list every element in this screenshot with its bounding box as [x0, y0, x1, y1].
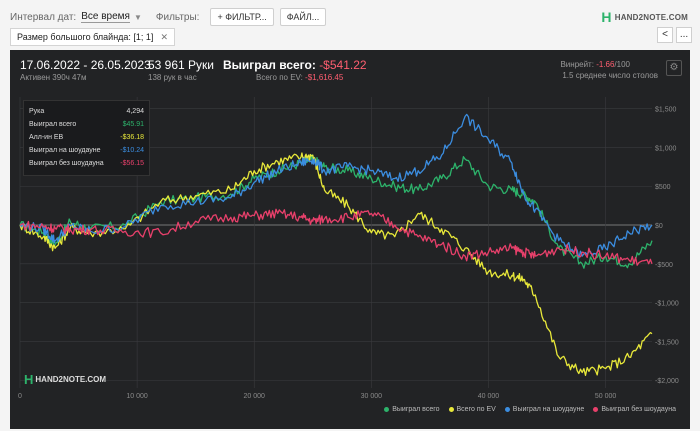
- chart-tooltip: Рука 4,294 Выиграл всего $45.91 Алл-ин EB -$3…: [23, 100, 150, 176]
- hand2note-logo-icon: H: [601, 9, 612, 25]
- ev-total-label: Всего по EV:: [256, 73, 303, 82]
- filters-label: Фильтры:: [155, 11, 200, 23]
- legend-label: Всего по EV: [456, 406, 496, 413]
- toolbar: Интервал дат: Все время ▼ Фильтры: + ФИЛ…: [0, 0, 700, 50]
- x-tick-label: 10 000: [126, 393, 148, 400]
- series-line-3: [19, 113, 653, 259]
- y-tick-label: -$500: [655, 262, 673, 269]
- brand-logo: H HAND2NOTE.COM: [601, 9, 688, 25]
- legend-item[interactable]: Выиграл на шоудауне: [504, 406, 585, 413]
- legend-dot-icon: [384, 407, 390, 412]
- more-button[interactable]: ...: [676, 27, 692, 43]
- series-line-4: [19, 208, 653, 266]
- tooltip-value: -$10.24: [120, 147, 144, 154]
- nav-buttons: < ...: [654, 27, 692, 43]
- legend-label: Выиграл на шоудауне: [512, 406, 585, 413]
- x-tick-label: 0: [18, 393, 22, 400]
- legend-dot-icon: [504, 407, 510, 412]
- legend-label: Выиграл без шоудауна: [601, 406, 676, 413]
- file-button[interactable]: ФАЙЛ...: [279, 8, 327, 26]
- chevron-down-icon[interactable]: ▼: [133, 12, 142, 22]
- tooltip-label: Рука: [29, 108, 45, 115]
- tooltip-row: Выиграл всего $45.91: [24, 119, 149, 130]
- hand2note-watermark-icon: H: [24, 372, 34, 387]
- legend-item[interactable]: Всего по EV: [448, 406, 496, 413]
- x-tick-label: 40 000: [478, 393, 500, 400]
- y-tick-label: $1,000: [655, 145, 677, 152]
- tooltip-row: Рука 4,294: [24, 106, 149, 117]
- avg-tables: 1.5 среднее число столов: [562, 71, 658, 80]
- filter-tag-label: Размер большого блайнда: [1; 1]: [17, 32, 154, 42]
- tooltip-label: Выиграл без шоудауна: [29, 160, 104, 167]
- x-tick-label: 20 000: [244, 393, 266, 400]
- ev-total: Всего по EV: -$1,616.45: [256, 73, 343, 82]
- tooltip-label: Алл-ин EB: [29, 134, 64, 141]
- active-filters: Размер большого блайнда: [1; 1] ✕: [10, 28, 175, 46]
- x-tick-label: 50 000: [595, 393, 617, 400]
- legend-item[interactable]: Выиграл без шоудауна: [593, 406, 676, 413]
- brand-name: HAND2NOTE.COM: [614, 12, 688, 22]
- hands-count: 53 961 Руки: [148, 58, 214, 72]
- graph-panel: $1,500 $1,000 $500 $0 -$500 -$1,000 -$1,500 -$2…: [10, 50, 690, 429]
- prev-button[interactable]: <: [657, 27, 673, 43]
- x-tick-label: 30 000: [361, 393, 383, 400]
- ev-total-value: -$1,616.45: [305, 73, 344, 82]
- date-range: 17.06.2022 - 26.05.2023: [20, 58, 151, 72]
- close-icon[interactable]: ✕: [160, 32, 168, 42]
- tooltip-value: 4,294: [126, 108, 144, 115]
- tooltip-label: Выиграл всего: [29, 121, 77, 128]
- won-total-value: -$541.22: [319, 58, 367, 72]
- legend-dot-icon: [593, 407, 599, 412]
- winrate-value: -1.66: [596, 60, 615, 69]
- y-tick-label: $1,500: [655, 107, 677, 114]
- series-line-2: [19, 152, 653, 377]
- chart-watermark: H HAND2NOTE.COM: [24, 372, 106, 387]
- won-total: Выиграл всего: -$541.22: [223, 58, 367, 72]
- tooltip-value: -$56.15: [120, 160, 144, 167]
- won-total-label: Выиграл всего:: [223, 58, 316, 72]
- y-tick-label: -$1,500: [655, 339, 679, 346]
- watermark-text: HAND2NOTE.COM: [35, 375, 107, 384]
- y-tick-label: -$2,000: [655, 378, 679, 385]
- tooltip-row: Выиграл на шоудауне -$10.24: [24, 145, 149, 156]
- y-tick-label: -$1,000: [655, 301, 679, 308]
- tooltip-row: Выиграл без шоудауна -$56.15: [24, 158, 149, 169]
- hands-per-hour: 138 рук в час: [148, 73, 197, 82]
- y-tick-label: $500: [655, 184, 671, 191]
- profit-chart: $1,500 $1,000 $500 $0 -$500 -$1,000 -$1,500 -$2…: [18, 97, 679, 400]
- filter-row: Интервал дат: Все время ▼ Фильтры: + ФИЛ…: [10, 8, 327, 26]
- gear-icon[interactable]: ⚙: [666, 60, 682, 76]
- tooltip-value: $45.91: [122, 121, 144, 128]
- tooltip-label: Выиграл на шоудауне: [29, 147, 101, 154]
- filter-tag[interactable]: Размер большого блайнда: [1; 1] ✕: [10, 28, 175, 46]
- tooltip-row: Алл-ин EB -$36.18: [24, 132, 149, 143]
- date-range-label: Интервал дат:: [10, 11, 77, 23]
- y-tick-label: $0: [655, 223, 663, 230]
- active-time: Активен 390ч 47м: [20, 73, 87, 82]
- legend-dot-icon: [448, 407, 454, 412]
- winrate-label: Винрейт:: [560, 60, 594, 69]
- add-filter-button[interactable]: + ФИЛЬТР...: [210, 8, 274, 26]
- date-range-dropdown[interactable]: Все время: [81, 11, 130, 23]
- chart-legend: Выиграл всего Всего по EV Выиграл на шоуда…: [375, 406, 676, 413]
- legend-item[interactable]: Выиграл всего: [384, 406, 440, 413]
- tooltip-value: -$36.18: [120, 134, 144, 141]
- winrate: Винрейт: -1.66/100: [560, 60, 630, 69]
- winrate-unit: /100: [614, 60, 630, 69]
- legend-label: Выиграл всего: [392, 406, 440, 413]
